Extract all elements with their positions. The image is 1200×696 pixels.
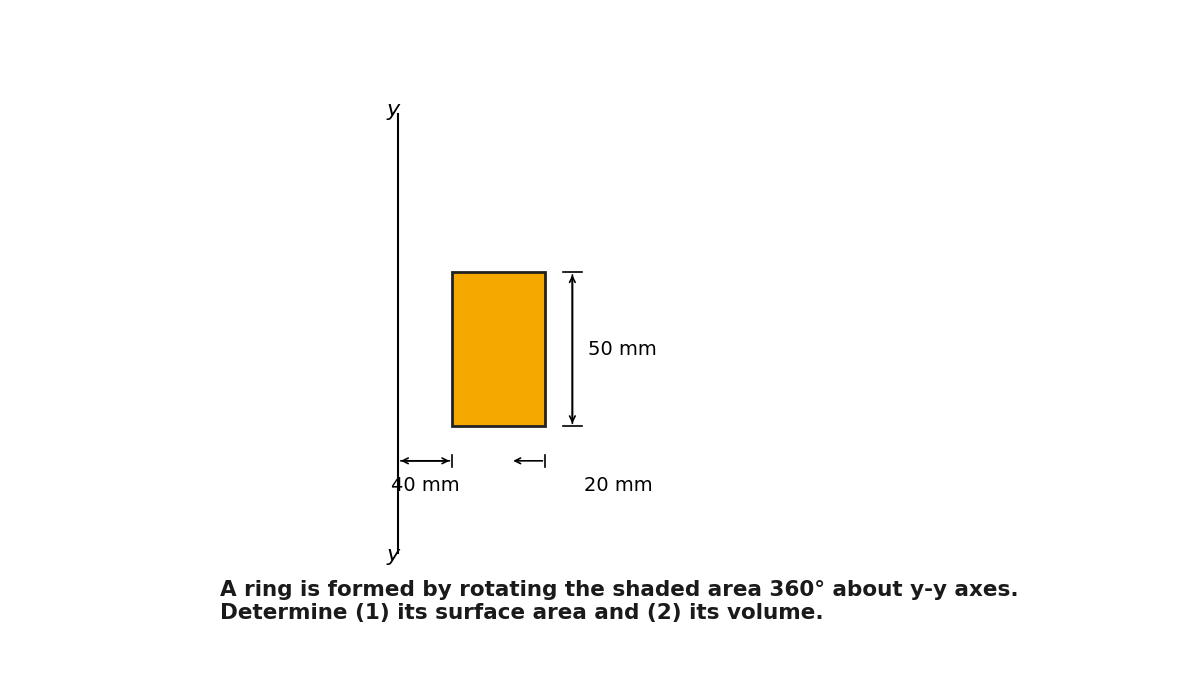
Text: y: y (386, 545, 400, 564)
Text: 50 mm: 50 mm (588, 340, 656, 358)
Text: 40 mm: 40 mm (391, 476, 460, 496)
Bar (452, 272, 545, 426)
Text: y: y (386, 100, 400, 120)
Text: 20 mm: 20 mm (584, 476, 653, 496)
Text: A ring is formed by rotating the shaded area 360° about y-y axes.
Determine (1) : A ring is formed by rotating the shaded … (220, 580, 1019, 624)
